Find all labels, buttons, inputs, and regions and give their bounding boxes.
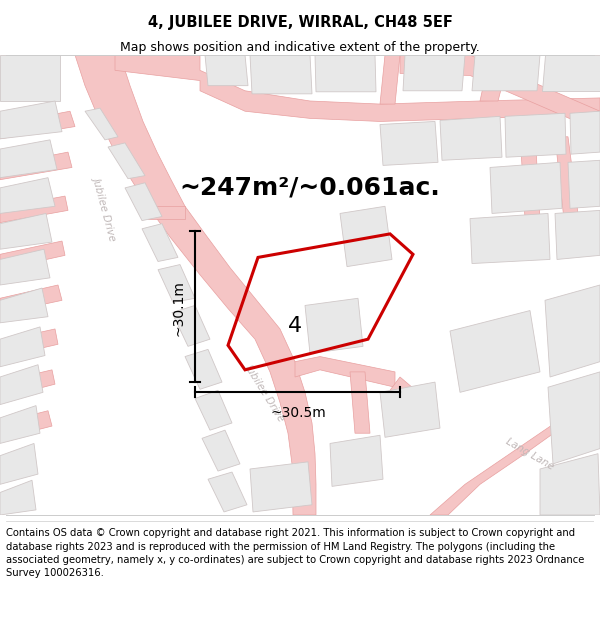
Polygon shape bbox=[0, 214, 52, 249]
Polygon shape bbox=[380, 382, 440, 438]
Polygon shape bbox=[0, 365, 43, 404]
Polygon shape bbox=[450, 311, 540, 392]
Polygon shape bbox=[205, 55, 248, 86]
Polygon shape bbox=[505, 113, 566, 158]
Polygon shape bbox=[0, 152, 72, 180]
Polygon shape bbox=[0, 329, 58, 357]
Polygon shape bbox=[0, 480, 36, 515]
Polygon shape bbox=[340, 206, 392, 267]
Polygon shape bbox=[0, 196, 68, 222]
Polygon shape bbox=[85, 108, 118, 140]
Polygon shape bbox=[400, 55, 600, 132]
Polygon shape bbox=[108, 143, 145, 179]
Text: 4, JUBILEE DRIVE, WIRRAL, CH48 5EF: 4, JUBILEE DRIVE, WIRRAL, CH48 5EF bbox=[148, 16, 452, 31]
Polygon shape bbox=[0, 241, 65, 269]
Polygon shape bbox=[490, 162, 562, 214]
Polygon shape bbox=[202, 430, 240, 471]
Polygon shape bbox=[440, 116, 502, 160]
Polygon shape bbox=[0, 444, 38, 484]
Polygon shape bbox=[0, 411, 52, 439]
Polygon shape bbox=[403, 55, 465, 91]
Polygon shape bbox=[0, 55, 60, 101]
Polygon shape bbox=[250, 462, 312, 512]
Polygon shape bbox=[0, 249, 50, 285]
Polygon shape bbox=[0, 288, 48, 323]
Polygon shape bbox=[0, 285, 62, 314]
Polygon shape bbox=[315, 55, 376, 92]
Polygon shape bbox=[115, 55, 600, 121]
Polygon shape bbox=[472, 55, 540, 91]
Polygon shape bbox=[0, 140, 57, 177]
Text: Jubilee Drive: Jubilee Drive bbox=[244, 362, 287, 423]
Polygon shape bbox=[0, 177, 55, 214]
Polygon shape bbox=[0, 370, 55, 399]
Polygon shape bbox=[250, 55, 312, 94]
Polygon shape bbox=[390, 377, 430, 415]
Polygon shape bbox=[295, 356, 395, 388]
Polygon shape bbox=[380, 55, 400, 104]
Polygon shape bbox=[568, 160, 600, 208]
Polygon shape bbox=[330, 435, 383, 486]
Text: Jubilee Drive: Jubilee Drive bbox=[92, 176, 118, 241]
Text: ~30.1m: ~30.1m bbox=[171, 281, 185, 336]
Polygon shape bbox=[542, 55, 600, 91]
Polygon shape bbox=[148, 206, 185, 219]
Polygon shape bbox=[0, 101, 62, 139]
Text: Contains OS data © Crown copyright and database right 2021. This information is : Contains OS data © Crown copyright and d… bbox=[6, 529, 584, 578]
Polygon shape bbox=[185, 349, 222, 389]
Polygon shape bbox=[470, 214, 550, 264]
Polygon shape bbox=[158, 264, 195, 302]
Polygon shape bbox=[195, 390, 232, 430]
Polygon shape bbox=[0, 111, 75, 139]
Polygon shape bbox=[380, 121, 438, 166]
Polygon shape bbox=[430, 392, 600, 515]
Polygon shape bbox=[142, 224, 178, 261]
Text: ~30.5m: ~30.5m bbox=[270, 406, 326, 420]
Polygon shape bbox=[548, 372, 600, 464]
Polygon shape bbox=[208, 472, 247, 512]
Polygon shape bbox=[480, 55, 510, 101]
Polygon shape bbox=[305, 298, 363, 354]
Text: Map shows position and indicative extent of the property.: Map shows position and indicative extent… bbox=[120, 41, 480, 54]
Text: 4: 4 bbox=[288, 316, 302, 336]
Polygon shape bbox=[540, 454, 600, 515]
Polygon shape bbox=[75, 55, 316, 515]
Text: Lang Lane: Lang Lane bbox=[504, 436, 556, 471]
Polygon shape bbox=[125, 182, 162, 221]
Polygon shape bbox=[545, 285, 600, 377]
Polygon shape bbox=[350, 372, 370, 433]
Polygon shape bbox=[172, 306, 210, 346]
Polygon shape bbox=[0, 327, 45, 367]
Polygon shape bbox=[555, 137, 580, 229]
Polygon shape bbox=[0, 406, 40, 444]
Polygon shape bbox=[520, 132, 540, 219]
Polygon shape bbox=[555, 211, 600, 259]
Text: ~247m²/~0.061ac.: ~247m²/~0.061ac. bbox=[179, 176, 440, 200]
Polygon shape bbox=[570, 111, 600, 154]
